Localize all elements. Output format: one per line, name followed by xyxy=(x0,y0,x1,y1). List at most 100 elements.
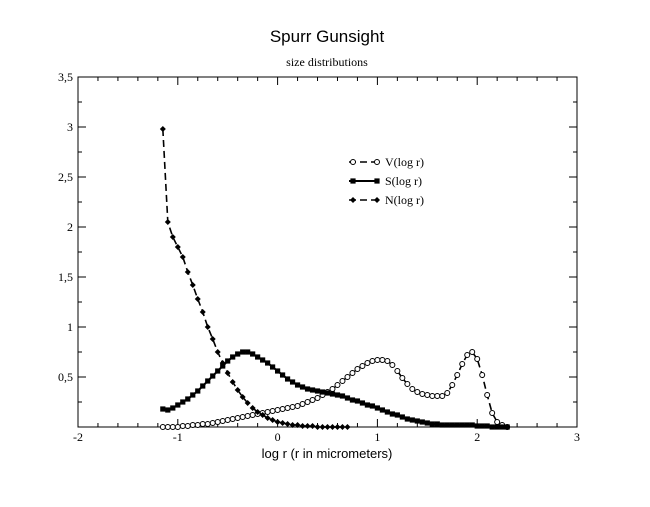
data-point-vlogr xyxy=(389,362,396,368)
data-point-nlogr xyxy=(284,421,291,427)
data-point-vlogr xyxy=(289,404,296,410)
data-point-vlogr xyxy=(429,393,436,399)
data-point-vlogr xyxy=(489,410,496,416)
data-point-slogr xyxy=(175,402,181,408)
data-point-nlogr xyxy=(294,422,301,428)
data-point-vlogr xyxy=(299,401,306,407)
y-tick-label: 2 xyxy=(67,220,73,234)
data-point-slogr xyxy=(210,373,216,379)
data-point-slogr xyxy=(304,386,311,392)
data-point-vlogr xyxy=(304,399,311,405)
data-point-nlogr xyxy=(289,422,296,428)
data-point-nlogr xyxy=(264,415,271,421)
data-point-slogr xyxy=(474,423,480,429)
data-point-nlogr xyxy=(234,387,241,393)
data-point-slogr xyxy=(444,422,450,428)
data-point-vlogr xyxy=(399,375,406,381)
data-point-nlogr xyxy=(164,219,171,225)
data-point-vlogr xyxy=(239,414,246,420)
data-point-nlogr xyxy=(259,412,266,418)
legend-marker-slogr xyxy=(350,178,356,184)
x-axis-label: log r (r in micrometers) xyxy=(262,446,393,461)
data-point-vlogr xyxy=(374,357,381,363)
data-point-slogr xyxy=(309,387,316,393)
y-tick-label: 2,5 xyxy=(58,170,73,184)
data-point-vlogr xyxy=(264,409,271,415)
data-point-vlogr xyxy=(464,352,471,358)
data-point-slogr xyxy=(424,420,430,426)
data-point-slogr xyxy=(230,354,236,360)
data-point-vlogr xyxy=(339,378,346,384)
data-point-nlogr xyxy=(274,419,281,425)
data-point-vlogr xyxy=(269,408,276,414)
data-point-vlogr xyxy=(354,366,361,372)
data-point-vlogr xyxy=(309,397,316,403)
legend-item-slogr: S(log r) xyxy=(349,174,422,188)
data-point-nlogr xyxy=(324,424,331,430)
data-point-vlogr xyxy=(164,424,171,430)
data-point-vlogr xyxy=(479,372,486,378)
data-point-nlogr xyxy=(239,394,246,400)
data-point-vlogr xyxy=(404,381,411,387)
data-point-nlogr xyxy=(314,424,321,430)
plot-frame xyxy=(77,76,578,428)
data-point-vlogr xyxy=(314,395,321,401)
data-point-slogr xyxy=(384,409,390,415)
data-point-nlogr xyxy=(174,244,181,250)
data-point-vlogr xyxy=(494,419,501,425)
data-point-slogr xyxy=(250,351,256,357)
data-point-vlogr xyxy=(329,386,336,392)
data-point-vlogr xyxy=(459,361,466,367)
data-point-nlogr xyxy=(249,405,256,411)
data-point-slogr xyxy=(275,368,281,374)
legend-marker-slogr xyxy=(374,178,380,184)
data-point-slogr xyxy=(434,421,440,427)
data-point-nlogr xyxy=(329,424,336,430)
data-point-vlogr xyxy=(274,407,281,413)
data-point-vlogr xyxy=(369,358,376,364)
data-point-vlogr xyxy=(334,382,341,388)
data-point-slogr xyxy=(215,368,221,374)
data-point-slogr xyxy=(354,398,361,404)
data-point-slogr xyxy=(329,391,336,397)
data-point-slogr xyxy=(334,392,341,398)
data-point-slogr xyxy=(190,392,196,398)
data-point-vlogr xyxy=(174,424,181,430)
legend-marker-nlogr xyxy=(374,197,380,203)
legend-marker-vlogr xyxy=(350,159,356,165)
data-point-slogr xyxy=(260,357,266,363)
data-point-vlogr xyxy=(294,403,301,409)
data-point-vlogr xyxy=(284,405,291,411)
data-point-slogr xyxy=(479,423,485,429)
data-point-slogr xyxy=(270,364,276,370)
data-point-nlogr xyxy=(189,282,196,288)
data-point-vlogr xyxy=(449,382,456,388)
chart-subtitle: size distributions xyxy=(286,55,368,69)
data-point-nlogr xyxy=(334,424,341,430)
data-point-slogr xyxy=(484,423,490,429)
data-point-slogr xyxy=(284,376,291,382)
data-point-vlogr xyxy=(419,391,426,397)
data-point-slogr xyxy=(255,354,261,360)
y-tick-label: 3,5 xyxy=(58,70,73,84)
data-point-slogr xyxy=(379,407,385,413)
data-point-nlogr xyxy=(344,424,351,430)
data-point-slogr xyxy=(160,406,166,412)
legend-label-slogr: S(log r) xyxy=(385,174,422,188)
data-point-vlogr xyxy=(394,368,401,374)
data-point-nlogr xyxy=(254,409,261,415)
data-point-vlogr xyxy=(189,422,196,428)
legend-label-vlogr: V(log r) xyxy=(385,155,424,169)
data-point-slogr xyxy=(449,422,455,428)
data-point-vlogr xyxy=(414,389,421,395)
data-point-vlogr xyxy=(359,363,366,369)
data-point-slogr xyxy=(339,393,346,399)
data-point-slogr xyxy=(180,399,186,405)
data-point-vlogr xyxy=(199,421,206,427)
data-point-vlogr xyxy=(209,420,216,426)
data-point-vlogr xyxy=(379,357,386,363)
data-point-slogr xyxy=(205,378,211,384)
data-point-slogr xyxy=(439,422,445,428)
data-point-slogr xyxy=(494,424,500,430)
